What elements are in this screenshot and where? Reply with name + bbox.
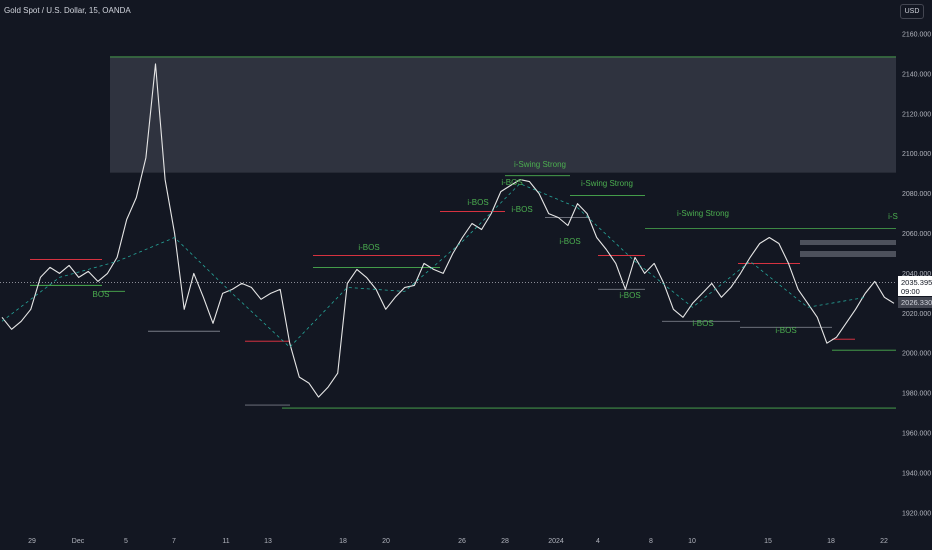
x-tick-label: 13 [264,538,272,545]
x-tick-label: 8 [649,538,653,545]
price-tags: 2035.395 09:00 2026.330 [898,276,932,308]
y-tick-label: 1940.000 [902,470,931,477]
y-tick-label: 2060.000 [902,231,931,238]
x-tick-label: 7 [172,538,176,545]
y-tick-label: 2120.000 [902,111,931,118]
x-tick-label: 5 [124,538,128,545]
annotation-layer: BOS i-BOS i-BOS i-BOS i-BOS i-BOS i-BOS i-BOS i-… [93,160,898,335]
x-tick-label: 26 [458,538,466,545]
current-price-tag [898,276,932,296]
level-lines-layer [0,56,896,409]
x-tick-label: 29 [28,538,36,545]
y-tick-label: 2080.000 [902,191,931,198]
x-tick-label: 18 [339,538,347,545]
current-price-value: 2035.395 [901,278,932,287]
structure-annotation: i-BOS [358,243,379,252]
y-tick-label: 1980.000 [902,391,931,398]
structure-annotation: i-BOS [619,291,640,300]
supply-zone [110,56,896,173]
x-tick-label: 18 [827,538,835,545]
structure-annotation: i-Swing Strong [581,179,633,188]
structure-annotation: i-BOS [559,237,580,246]
x-tick-label: 11 [222,538,229,545]
structure-annotation: i-BOS [692,319,713,328]
price-series-layer [1,63,895,398]
x-tick-label: 22 [880,538,888,545]
x-tick-label: 20 [382,538,390,545]
y-tick-label: 2100.000 [902,151,931,158]
y-tick-label: 2040.000 [902,271,931,278]
x-tick-label: Dec [72,538,85,545]
y-tick-label: 2160.000 [902,32,931,39]
x-axis[interactable]: 29 Dec 5 7 11 13 18 20 26 28 2024 4 8 10 15 18 22 [28,538,888,545]
structure-annotation: i-Swing Strong [514,160,566,169]
symbol-title: Gold Spot / U.S. Dollar, 15, OANDA [4,6,131,15]
price-line [1,63,895,398]
structure-annotation: i-BOS [511,205,532,214]
y-tick-label: 2020.000 [902,311,931,318]
current-price-time: 09:00 [901,287,920,296]
y-axis[interactable]: 1920.000 1940.000 1960.000 1980.000 2000.000… [902,32,931,518]
x-tick-label: 28 [501,538,509,545]
structure-annotation: i-BOS [467,198,488,207]
secondary-price-tag [898,297,932,308]
structure-annotation: i-S [888,212,898,221]
small-zone [800,251,896,257]
y-tick-label: 1920.000 [902,510,931,517]
x-tick-label: 4 [596,538,600,545]
y-tick-label: 2000.000 [902,351,931,358]
structure-annotation: BOS [93,290,110,299]
swing-dashed-line [1,183,866,348]
x-tick-label: 2024 [548,538,564,545]
y-tick-label: 2140.000 [902,71,931,78]
x-tick-label: 15 [764,538,772,545]
structure-annotation: i-BOS [501,178,522,187]
small-zone [800,240,896,245]
supply-zone-layer [110,56,896,257]
y-tick-label: 1960.000 [902,431,931,438]
currency-button[interactable]: USD [900,4,924,19]
secondary-price-value: 2026.330 [901,298,932,307]
structure-annotation: i-Swing Strong [677,209,729,218]
structure-annotation: i-BOS [775,326,796,335]
x-tick-label: 10 [688,538,696,545]
